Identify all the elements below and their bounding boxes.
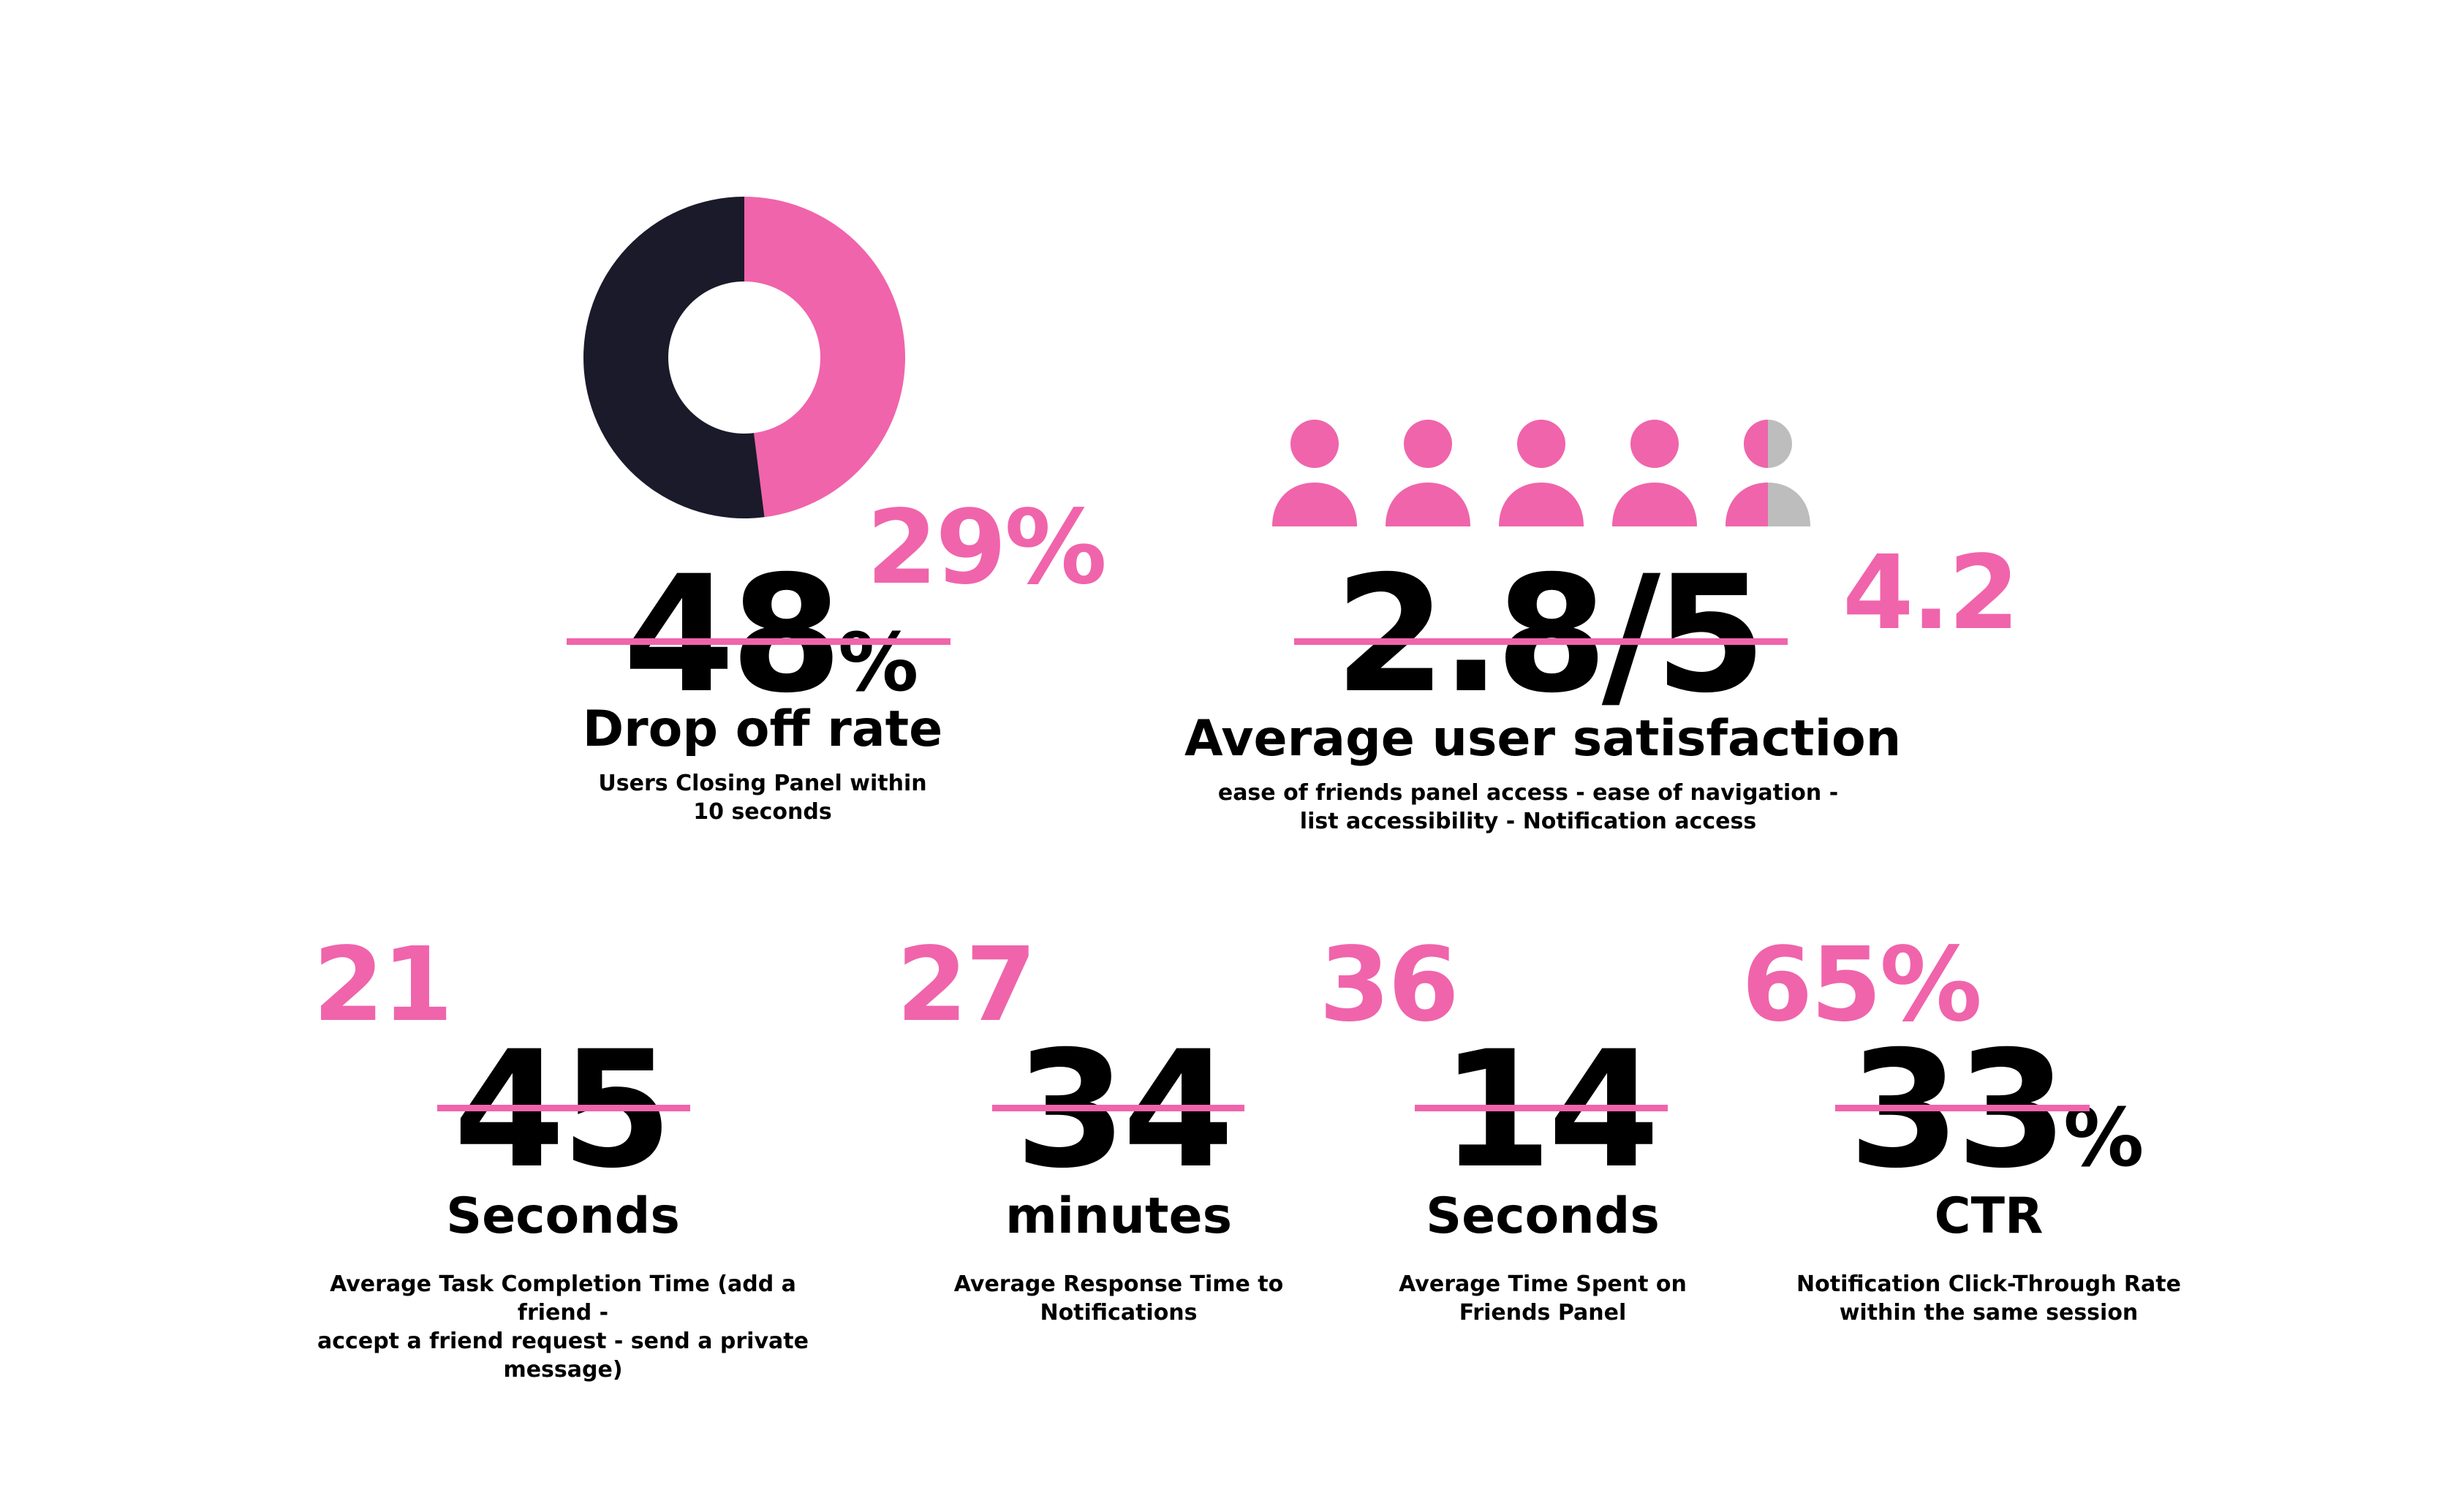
person-icon [1272, 420, 1357, 526]
ctr-desc-line-1: Notification Click-Through Rate [1796, 1271, 2181, 1297]
response-time-strikethrough [992, 1105, 1244, 1111]
task-time-description: Average Task Completion Time (add a frie… [300, 1270, 826, 1384]
ctr-new-value: 65% [1742, 926, 1982, 1045]
drop-off-desc-line-1: Users Closing Panel within [598, 771, 927, 796]
drop-off-desc-line-2: 10 seconds [693, 799, 832, 825]
satisfaction-old-value: 2.8/5 [1334, 541, 1766, 728]
satisfaction-strikethrough [1294, 638, 1788, 645]
response-time-description: Average Response Time to Notifications [899, 1270, 1338, 1327]
task-time-new-value: 21 [313, 926, 453, 1045]
satisfaction-description: ease of friends panel access - ease of n… [1184, 779, 1872, 836]
time-spent-desc-line-1: Average Time Spent on [1399, 1271, 1687, 1297]
ctr-strikethrough [1835, 1105, 2090, 1111]
drop-off-old-value: 48% [623, 554, 918, 715]
person-icon [1386, 420, 1470, 526]
ctr-description: Notification Click-Through Rate within t… [1740, 1270, 2237, 1327]
task-time-label: Seconds [446, 1187, 680, 1245]
person-icon [1499, 420, 1584, 526]
ctr-desc-line-2: within the same session [1839, 1300, 2139, 1326]
ctr-label: CTR [1934, 1187, 2044, 1245]
time-spent-desc-line-2: Friends Panel [1459, 1300, 1627, 1326]
task-time-desc-line-1: Average Task Completion Time (add a frie… [330, 1271, 796, 1326]
person-icon [1726, 420, 1810, 526]
response-time-desc-line-2: Notifications [1040, 1300, 1198, 1326]
drop-off-strikethrough [567, 638, 950, 645]
response-time-desc-line-1: Average Response Time to [953, 1271, 1284, 1297]
drop-off-old-number: 48 [623, 541, 842, 728]
time-spent-label: Seconds [1426, 1187, 1660, 1245]
task-time-desc-line-2: accept a friend request - send a private… [317, 1328, 809, 1383]
response-time-new-value: 27 [896, 926, 1037, 1045]
person-icon [1612, 420, 1697, 526]
donut-hole [668, 281, 820, 434]
satisfaction-desc-line-2: list accessibility - Notification access [1299, 809, 1757, 834]
time-spent-description: Average Time Spent on Friends Panel [1323, 1270, 1762, 1327]
response-time-label: minutes [1005, 1187, 1233, 1245]
satisfaction-new-value: 4.2 [1842, 534, 2019, 653]
drop-off-donut-chart [583, 197, 905, 518]
task-time-strikethrough [437, 1105, 690, 1111]
drop-off-old-suffix: % [838, 616, 918, 709]
time-spent-new-value: 36 [1319, 926, 1459, 1045]
drop-off-description: Users Closing Panel within 10 seconds [554, 769, 971, 826]
time-spent-strikethrough [1415, 1105, 1668, 1111]
donut-segment-1 [744, 197, 905, 518]
drop-off-new-value: 29% [866, 488, 1107, 608]
satisfaction-desc-line-1: ease of friends panel access - ease of n… [1217, 780, 1839, 806]
drop-off-label: Drop off rate [582, 700, 943, 758]
satisfaction-label: Average user satisfaction [1184, 710, 1902, 768]
satisfaction-person-icons [1272, 420, 1810, 526]
